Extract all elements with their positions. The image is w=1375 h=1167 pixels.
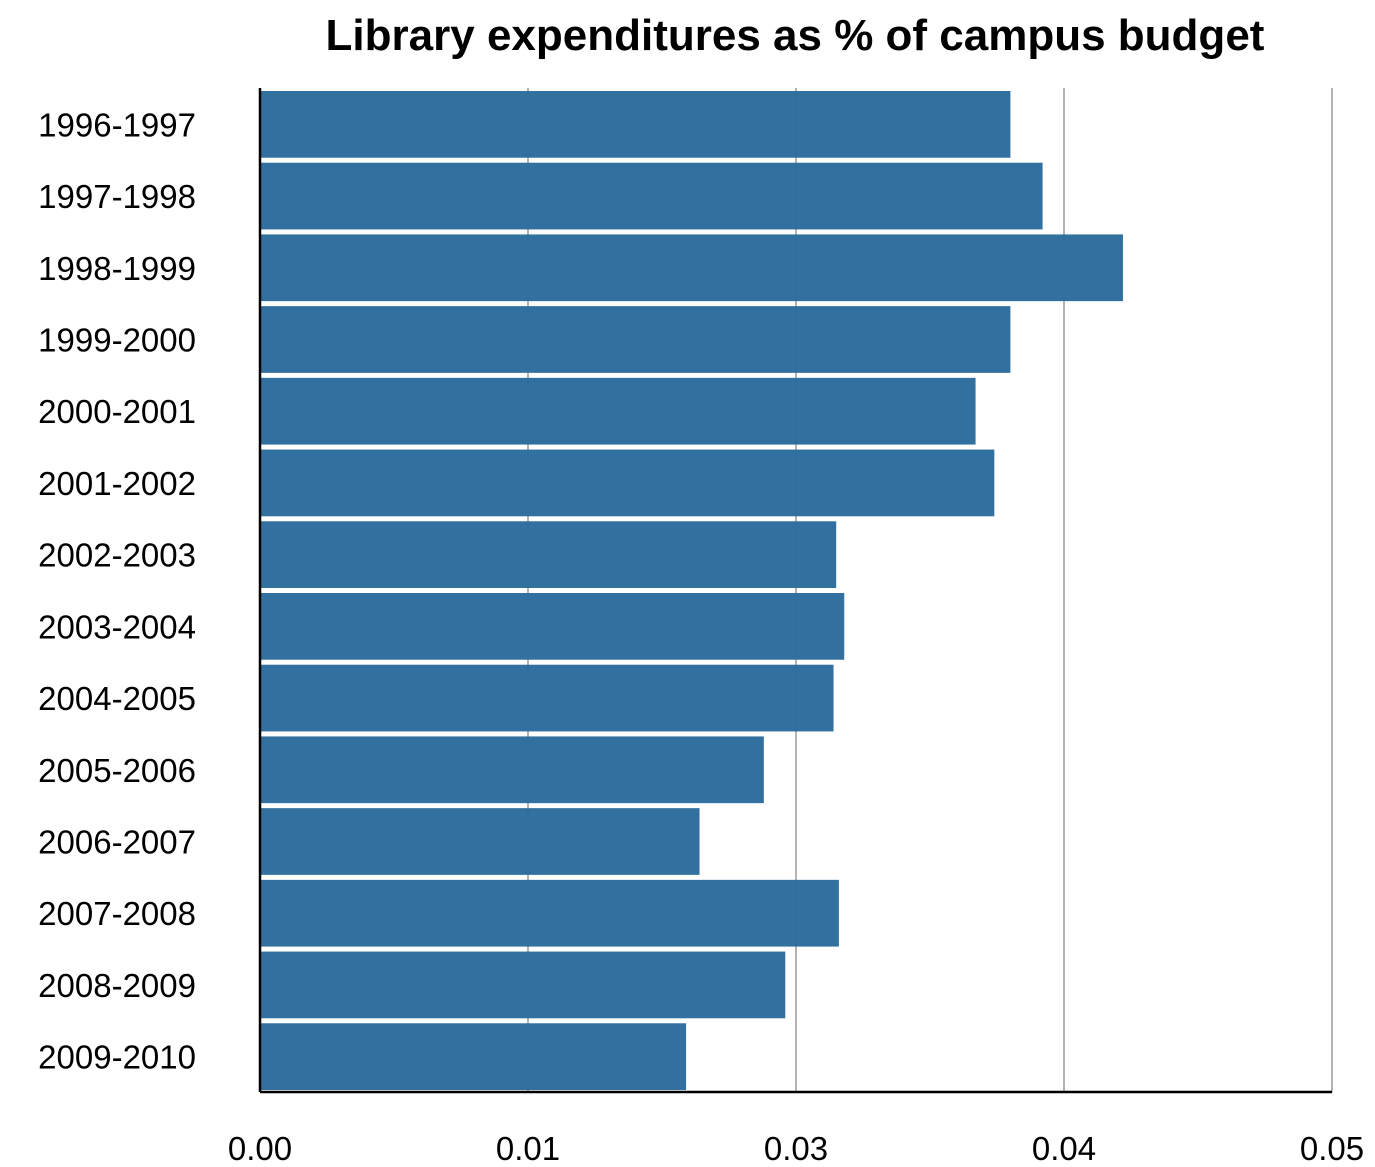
y-tick-label: 1997-1998 [38,178,196,215]
y-tick-label: 2000-2001 [38,393,196,430]
bars [260,91,1123,1090]
bar [260,664,834,732]
y-tick-label: 2005-2006 [38,752,196,789]
bar [260,377,976,445]
bar [260,879,839,947]
x-tick-label: 0.04 [1032,1130,1096,1167]
bar [260,449,995,517]
bar [260,306,1011,373]
tick-labels: 0.00 0.01 0.03 0.04 0.05 1996-1997 1997-1998 19… [38,106,1364,1167]
x-tick-label: 0.03 [764,1130,828,1167]
bar [260,234,1123,302]
bar [260,1023,687,1090]
y-tick-label: 2009-2010 [38,1039,196,1076]
y-tick-label: 2002-2003 [38,537,196,574]
y-tick-label: 2008-2009 [38,967,196,1004]
y-tick-label: 2003-2004 [38,608,196,645]
y-tick-label: 1998-1999 [38,250,196,287]
y-tick-label: 2007-2008 [38,895,196,932]
bar [260,91,1011,158]
y-tick-label: 1999-2000 [38,322,196,359]
chart-title: Library expenditures as % of campus budg… [325,11,1265,60]
y-tick-label: 2004-2005 [38,680,196,717]
x-tick-label: 0.01 [496,1130,560,1167]
bar [260,808,700,875]
bar [260,593,845,660]
x-tick-label: 0.05 [1300,1130,1364,1167]
bar [260,162,1043,230]
y-tick-label: 2006-2007 [38,824,196,861]
y-tick-label: 2001-2002 [38,465,196,502]
x-tick-label: 0.00 [228,1130,292,1167]
axes [258,88,1332,1094]
y-tick-label: 1996-1997 [38,106,196,143]
bar [260,521,837,588]
bar [260,736,764,804]
bar [260,951,786,1019]
